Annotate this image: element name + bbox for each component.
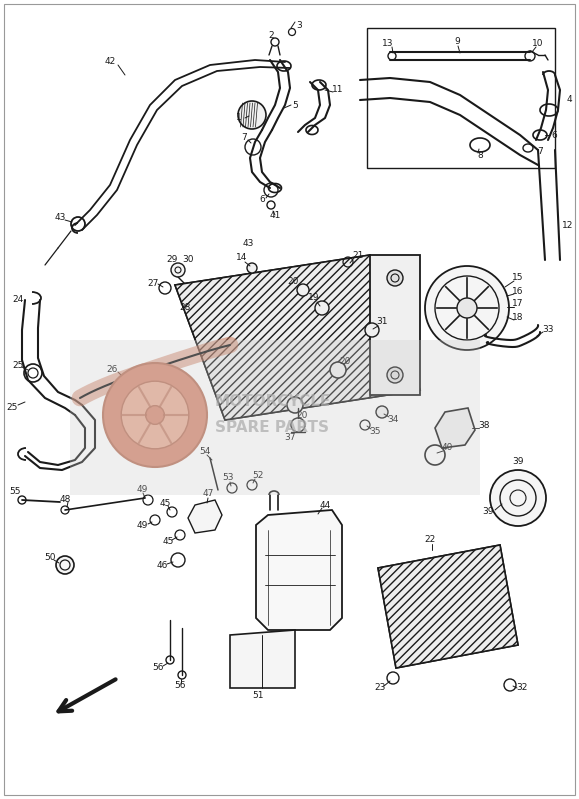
Text: 9: 9 (454, 38, 460, 46)
Text: 6: 6 (551, 130, 557, 140)
Text: 7: 7 (241, 133, 247, 142)
Circle shape (247, 263, 257, 273)
Circle shape (315, 301, 329, 315)
Polygon shape (435, 408, 475, 448)
Text: 20: 20 (339, 357, 351, 367)
Circle shape (330, 362, 346, 378)
Text: 30: 30 (182, 256, 194, 264)
Text: 45: 45 (159, 499, 171, 507)
Text: 25: 25 (6, 403, 18, 412)
Text: 43: 43 (54, 213, 65, 222)
Text: 34: 34 (387, 415, 399, 424)
Circle shape (291, 418, 305, 432)
Text: 46: 46 (156, 561, 168, 570)
Circle shape (490, 470, 546, 526)
Text: 51: 51 (252, 690, 264, 699)
Text: 55: 55 (9, 487, 21, 496)
Polygon shape (370, 255, 420, 395)
Text: 44: 44 (320, 500, 331, 510)
Circle shape (457, 298, 477, 318)
Text: 5: 5 (292, 101, 298, 109)
Text: 14: 14 (236, 253, 248, 263)
Text: 45: 45 (162, 538, 174, 547)
Text: 26: 26 (107, 365, 118, 375)
Text: 39: 39 (512, 458, 524, 467)
Circle shape (376, 406, 388, 418)
Circle shape (238, 101, 266, 129)
Text: 25: 25 (12, 360, 24, 369)
Text: MOTORCYCLE: MOTORCYCLE (215, 395, 331, 410)
Text: 38: 38 (478, 420, 490, 430)
Text: 31: 31 (376, 317, 388, 327)
Text: 22: 22 (424, 535, 435, 544)
Text: 19: 19 (308, 293, 320, 303)
Text: 12: 12 (562, 221, 574, 229)
Circle shape (121, 381, 189, 449)
Text: 20: 20 (287, 277, 299, 287)
Polygon shape (175, 255, 420, 420)
Circle shape (387, 270, 403, 286)
Text: 21: 21 (352, 251, 364, 260)
Text: 2: 2 (268, 30, 274, 39)
Text: 32: 32 (516, 683, 527, 693)
Circle shape (146, 406, 164, 424)
Text: 23: 23 (374, 683, 386, 693)
Text: 27: 27 (147, 280, 159, 288)
Text: 28: 28 (179, 304, 190, 312)
Text: 48: 48 (59, 495, 71, 504)
Text: 39: 39 (482, 507, 494, 516)
Text: 17: 17 (512, 300, 524, 308)
Text: 50: 50 (44, 554, 56, 562)
Text: 47: 47 (202, 490, 214, 499)
Text: 56: 56 (174, 682, 186, 690)
Text: 33: 33 (543, 325, 554, 335)
Text: 49: 49 (136, 486, 148, 495)
Text: 54: 54 (199, 447, 211, 456)
Text: 29: 29 (166, 256, 178, 264)
Text: 42: 42 (104, 58, 116, 66)
Text: 11: 11 (332, 85, 344, 94)
Circle shape (387, 367, 403, 383)
Text: 24: 24 (12, 296, 24, 304)
Bar (70, 340, 480, 495)
Text: 13: 13 (382, 39, 394, 49)
Text: 8: 8 (477, 152, 483, 161)
Text: 18: 18 (512, 312, 524, 321)
Text: 37: 37 (284, 434, 296, 443)
Text: 52: 52 (252, 471, 263, 480)
Text: 40: 40 (441, 443, 453, 452)
Circle shape (56, 556, 74, 574)
Text: 20: 20 (296, 411, 307, 419)
Text: 41: 41 (269, 210, 281, 220)
Circle shape (365, 323, 379, 337)
Polygon shape (378, 545, 518, 668)
Circle shape (287, 397, 303, 413)
Circle shape (103, 363, 207, 467)
Text: 36: 36 (154, 380, 166, 388)
Text: 7: 7 (537, 148, 543, 157)
Text: SPARE PARTS: SPARE PARTS (215, 420, 329, 435)
Text: 16: 16 (512, 287, 524, 296)
Text: 10: 10 (532, 38, 544, 47)
Text: 35: 35 (369, 427, 381, 436)
Polygon shape (378, 545, 518, 668)
Circle shape (191, 291, 201, 301)
Polygon shape (256, 510, 342, 630)
Polygon shape (188, 500, 222, 533)
Polygon shape (175, 255, 420, 420)
Text: 4: 4 (566, 96, 572, 105)
Text: 15: 15 (512, 273, 524, 283)
Text: 49: 49 (136, 520, 148, 530)
Circle shape (171, 263, 185, 277)
Text: 3: 3 (296, 22, 302, 30)
Text: 53: 53 (222, 474, 234, 483)
Circle shape (297, 284, 309, 296)
Polygon shape (230, 630, 295, 688)
Text: 6: 6 (259, 196, 265, 205)
Text: 56: 56 (152, 663, 164, 673)
Text: 43: 43 (243, 240, 254, 248)
Text: 1: 1 (236, 113, 242, 122)
Circle shape (425, 266, 509, 350)
